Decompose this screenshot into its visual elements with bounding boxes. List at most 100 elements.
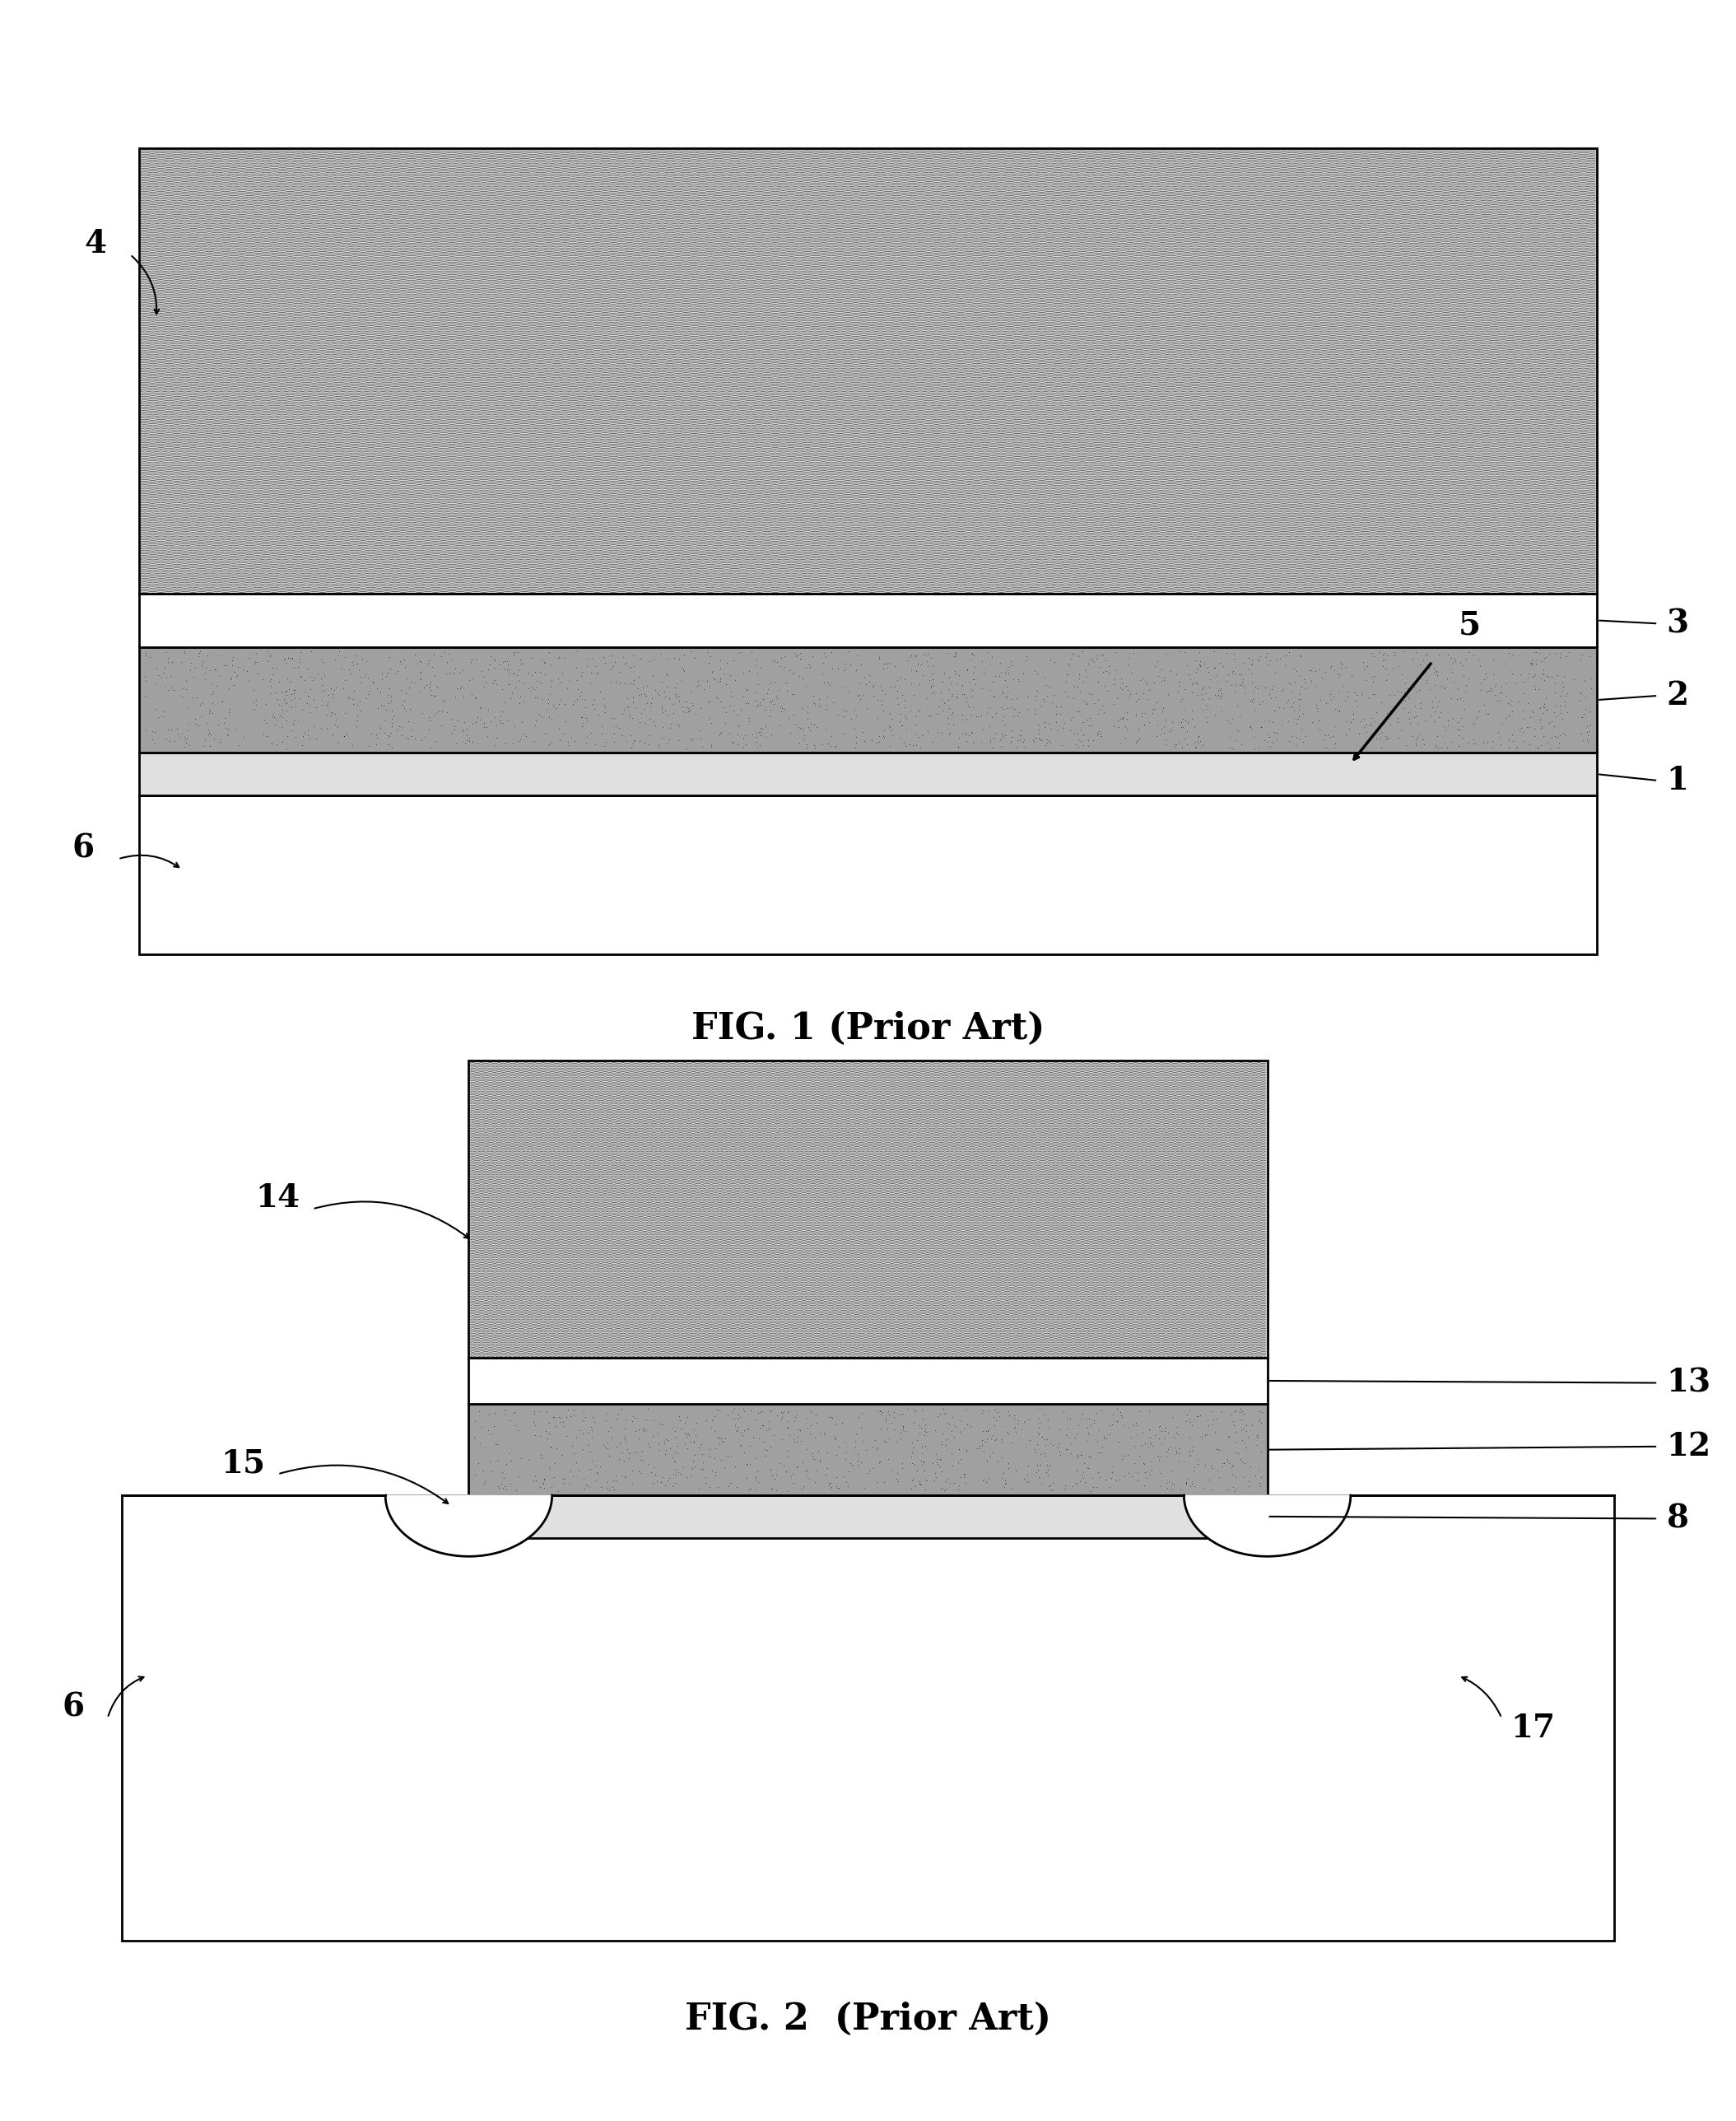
Point: [460, 1419, 488, 1453]
Point: [354, 662, 382, 696]
Point: [174, 721, 201, 755]
Point: [958, 672, 986, 706]
Point: [990, 677, 1017, 711]
Point: [391, 691, 418, 725]
Point: [986, 1400, 1014, 1434]
Point: [1272, 638, 1300, 672]
Point: [549, 1438, 576, 1472]
Point: [799, 638, 826, 672]
Point: [1174, 1461, 1201, 1495]
Point: [1359, 638, 1387, 672]
Point: [1023, 1455, 1050, 1489]
Point: [1526, 691, 1554, 725]
Point: [1460, 723, 1488, 757]
Point: [1000, 700, 1028, 734]
Point: [766, 1447, 793, 1480]
Point: [1424, 719, 1451, 753]
Point: [538, 664, 566, 698]
Point: [432, 658, 460, 691]
Point: [543, 662, 571, 696]
Point: [469, 1453, 496, 1487]
Point: [932, 1463, 960, 1497]
Point: [509, 717, 536, 751]
Point: [1219, 655, 1246, 689]
Point: [795, 1393, 823, 1427]
Point: [1057, 1425, 1085, 1459]
Point: [462, 706, 490, 740]
Point: [1207, 672, 1234, 706]
Point: [1220, 1474, 1248, 1508]
Point: [1125, 1393, 1153, 1427]
Point: [712, 696, 740, 730]
Point: [1080, 687, 1108, 721]
Point: [757, 1393, 785, 1427]
Point: [377, 651, 404, 685]
Point: [1168, 730, 1196, 764]
Point: [1123, 1463, 1151, 1497]
Point: [441, 681, 469, 715]
Point: [1241, 732, 1269, 766]
Point: [1023, 679, 1050, 713]
Point: [1052, 658, 1080, 691]
Point: [979, 732, 1007, 766]
Point: [1231, 1447, 1259, 1480]
Point: [1344, 679, 1371, 713]
Point: [755, 1413, 783, 1447]
Point: [941, 636, 969, 670]
Point: [545, 641, 573, 674]
Point: [707, 651, 734, 685]
Bar: [139, 594, 1597, 647]
Point: [877, 713, 904, 747]
Point: [618, 1404, 646, 1438]
Point: [241, 645, 269, 679]
Point: [924, 1447, 951, 1480]
Point: [918, 668, 946, 702]
Point: [1528, 658, 1555, 691]
Point: [1292, 719, 1319, 753]
Point: [1146, 1421, 1174, 1455]
Point: [1073, 685, 1101, 719]
Point: [321, 643, 349, 677]
Point: [314, 679, 342, 713]
Point: [707, 1421, 734, 1455]
Point: [922, 1438, 950, 1472]
Point: [1238, 713, 1266, 747]
Point: [1535, 636, 1562, 670]
Point: [1366, 636, 1394, 670]
Point: [1304, 694, 1332, 728]
Point: [1078, 708, 1106, 742]
Point: [484, 1444, 512, 1478]
Point: [307, 687, 335, 721]
Point: [858, 723, 885, 757]
Point: [1066, 1463, 1094, 1497]
Point: [1174, 728, 1201, 761]
Point: [561, 1436, 589, 1470]
Point: [993, 653, 1021, 687]
Point: [903, 728, 930, 761]
Point: [1455, 725, 1483, 759]
Point: [1529, 696, 1557, 730]
Point: [870, 713, 898, 747]
Point: [505, 1459, 533, 1493]
Point: [1149, 711, 1177, 744]
Point: [1517, 647, 1545, 681]
Point: [1128, 700, 1156, 734]
Point: [646, 1406, 674, 1440]
Point: [267, 689, 295, 723]
Point: [1087, 638, 1115, 672]
Point: [1524, 732, 1552, 766]
Point: [1576, 708, 1604, 742]
Point: [856, 664, 884, 698]
Point: [1517, 647, 1545, 681]
Point: [1156, 653, 1184, 687]
Point: [990, 700, 1017, 734]
Point: [1361, 660, 1389, 694]
Point: [918, 677, 946, 711]
Point: [366, 708, 394, 742]
Point: [621, 1415, 649, 1449]
Point: [1484, 685, 1512, 719]
Point: [1092, 1421, 1120, 1455]
Point: [1125, 721, 1153, 755]
Point: [344, 647, 372, 681]
Point: [927, 1427, 955, 1461]
